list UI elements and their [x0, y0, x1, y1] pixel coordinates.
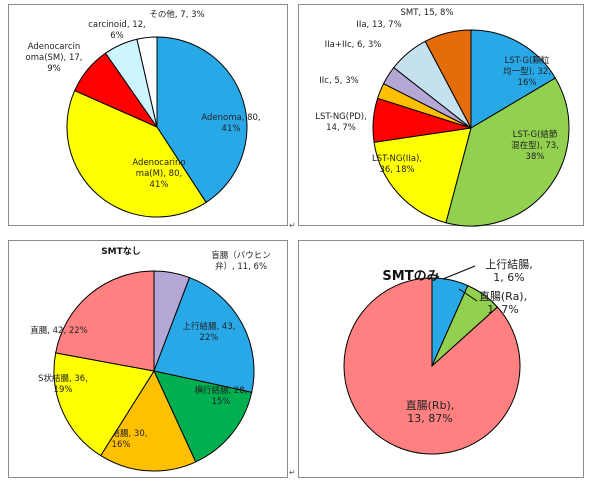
pie-chart-location-no-smt: 盲腸（バウヒン弁）, 11, 6% 上行結腸, 43, 22% 横行結腸, 28, 15…	[30, 246, 271, 472]
chart-panel-1: Adenoma, 80, 41% Adenocarino ma(M), 80, 41% A…	[8, 4, 288, 226]
pie-slice-label: IIc, 5, 3%	[319, 76, 358, 86]
pie-slice-label: LST-G(結節混在型), 73, 38%	[511, 129, 559, 162]
paragraph-mark: ↵	[289, 468, 296, 477]
pie-slice-label: 上行結腸, 43, 22%	[183, 321, 236, 343]
leader-line	[442, 265, 476, 280]
pie-slice-label: LST-NG(PD), 14, 7%	[315, 112, 367, 133]
pie-slice-7	[424, 29, 472, 129]
leader-line	[458, 288, 478, 302]
chart-panel-4: 上行結腸, 1, 6% 直腸(Ra), 1, 7% 直腸(Rb), 13, 87% SMTの…	[298, 240, 584, 478]
pie-slice-5	[55, 270, 155, 372]
pie-slice-0	[470, 29, 557, 129]
pie-slice-label: LST-NG(IIa), 36, 18%	[372, 154, 422, 175]
pie-slice-label: carcinoid, 12, 6%	[88, 20, 146, 41]
chart-panel-2: LST-G(顆粒均一型), 32, 16% LST-G(結節混在型), 73, 38%…	[298, 4, 584, 227]
pie-slice-2	[153, 370, 253, 463]
pie-slice-1	[445, 77, 570, 227]
chart-panel-3: 盲腸（バウヒン弁）, 11, 6% 上行結腸, 43, 22% 横行結腸, 28, 15…	[8, 240, 288, 478]
pie-slice-2	[373, 127, 472, 224]
pie-slice-label: S状結腸, 36, 19%	[38, 373, 88, 395]
pie-chart-morphology: LST-G(顆粒均一型), 32, 16% LST-G(結節混在型), 73, 38%…	[315, 8, 570, 227]
pie-slice-label: 直腸(Rb), 13, 87%	[406, 398, 455, 425]
chart-title: SMTのみ	[382, 269, 439, 284]
pie-slice-4	[53, 352, 155, 457]
pie-slice-label: Adenoma, 80, 41%	[201, 113, 260, 134]
pie-slice-label: Adenocarino ma(M), 80, 41%	[132, 158, 185, 190]
chart-title: SMTなし	[101, 246, 141, 257]
pie-slice-2	[343, 277, 521, 455]
pie-slice-1	[66, 89, 207, 218]
pie-slice-label: 下行結腸, 30, 16%	[95, 428, 148, 450]
pie-slice-label: その他, 7, 3%	[149, 9, 204, 20]
pie-chart-histology: Adenoma, 80, 41% Adenocarino ma(M), 80, 41% A…	[26, 9, 261, 218]
pie-slice-label: 上行結腸, 1, 6%	[485, 257, 533, 284]
pie-slice-4	[136, 36, 158, 128]
pie-slice-label: 盲腸（バウヒン弁）, 11, 6%	[211, 250, 271, 272]
pie-slice-label: Adenocarcin oma(SM), 17, 9%	[26, 42, 83, 74]
pie-slice-label: IIa+IIc, 6, 3%	[325, 40, 382, 50]
pie-chart-location-smt-only: 上行結腸, 1, 6%直腸(Ra), 1, 7%直腸(Rb), 13, 87%SMTの…	[343, 257, 533, 455]
pie-slice-label: IIa, 13, 7%	[356, 20, 401, 30]
pie-slice-label: 横行結腸, 28, 15%	[195, 385, 248, 407]
paragraph-mark: ↵	[289, 221, 296, 230]
pie-slice-label: SMT, 15, 8%	[400, 8, 453, 18]
pie-slice-label: LST-G(顆粒均一型), 32, 16%	[503, 55, 551, 88]
pie-slice-1	[153, 276, 255, 393]
pie-slice-label: 直腸, 42, 22%	[30, 325, 88, 336]
pie-slice-3	[100, 369, 197, 472]
